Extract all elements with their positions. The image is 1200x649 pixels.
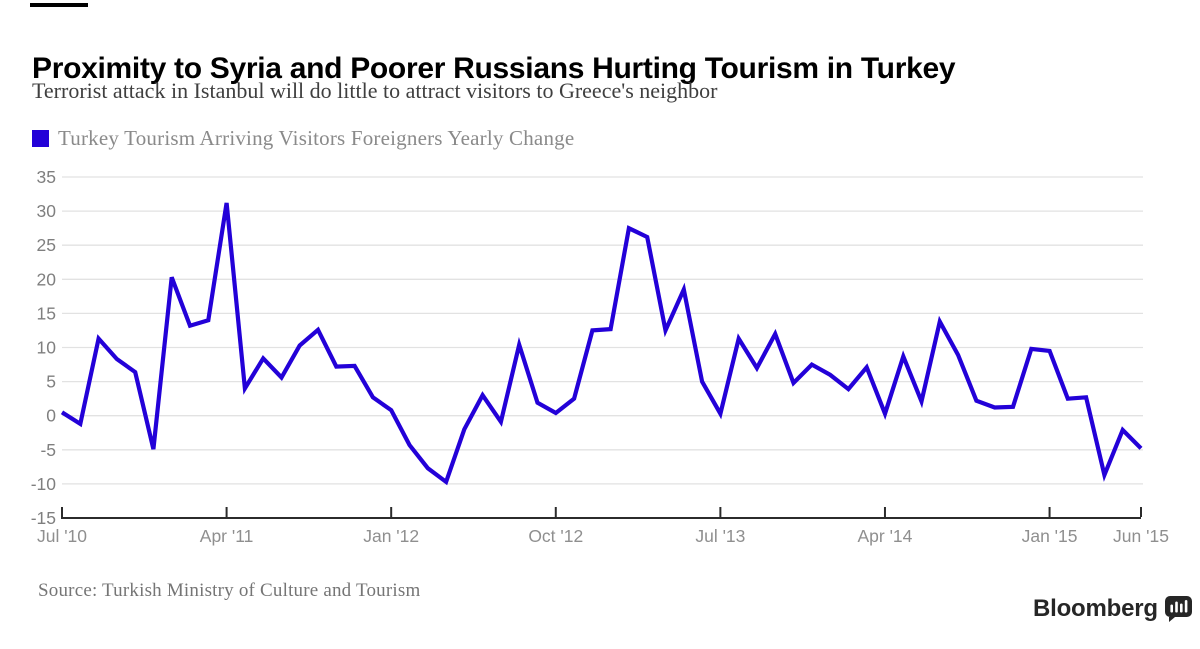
bloomberg-logo: Bloomberg: [1033, 595, 1192, 623]
ytick-label--10: -10: [31, 474, 57, 494]
page-subtitle: Terrorist attack in Istanbul will do lit…: [32, 78, 718, 103]
source-note: Source: Turkish Ministry of Culture and …: [38, 580, 421, 601]
chart-legend: Turkey Tourism Arriving Visitors Foreign…: [32, 126, 574, 151]
page-title: Proximity to Syria and Poorer Russians H…: [32, 52, 956, 86]
xtick-label-apr11: Apr '11: [200, 526, 254, 546]
xtick-label-apr14: Apr '14: [858, 526, 913, 546]
chart-area: 35 30 25 20 15 10 5 0 -5 -10 -15 Jul '10 Apr '11 Jan …: [0, 160, 1200, 570]
ytick-label--5: -5: [40, 440, 56, 460]
xtick-label-oct12: Oct '12: [528, 526, 583, 546]
data-line-series-0: [60, 202, 1143, 486]
xtick-label-jan12: Jan '12: [363, 526, 419, 546]
brand-dash: [30, 3, 88, 7]
legend-label: Turkey Tourism Arriving Visitors Foreign…: [58, 126, 575, 150]
ytick-label--15: -15: [31, 508, 56, 528]
xtick-label-jul13: Jul '13: [695, 526, 745, 546]
xtick-label-jun15: Jun '15: [1113, 526, 1169, 546]
xtick-label-jul10: Jul '10: [37, 526, 87, 546]
ytick-label-10: 10: [37, 338, 57, 358]
ytick-label-15: 15: [37, 303, 56, 323]
bloomberg-logo-text: Bloomberg: [1033, 595, 1158, 622]
bloomberg-chart-bubble-icon: [1164, 596, 1192, 622]
legend-swatch: [32, 130, 49, 147]
ytick-label-25: 25: [37, 235, 56, 255]
ytick-label-5: 5: [46, 372, 56, 392]
ytick-label-35: 35: [37, 167, 56, 187]
xtick-label-jan15: Jan '15: [1022, 526, 1078, 546]
ytick-label-0: 0: [46, 406, 56, 426]
ytick-label-30: 30: [37, 201, 57, 221]
ytick-label-20: 20: [37, 269, 57, 289]
